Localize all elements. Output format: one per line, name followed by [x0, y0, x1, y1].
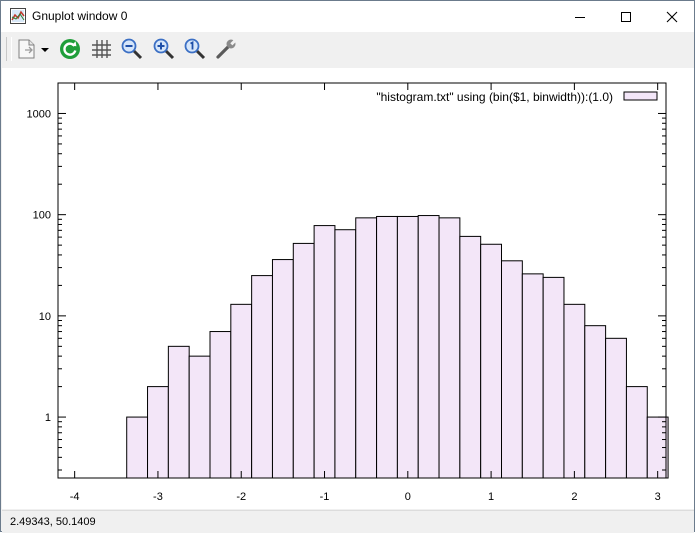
- histogram-bar: [188, 355, 211, 479]
- copy-export-icon: [18, 39, 35, 59]
- histogram-bar: [376, 215, 398, 479]
- export-dropdown-button[interactable]: [39, 36, 51, 62]
- replot-button[interactable]: [58, 36, 82, 62]
- histogram-bar: [417, 215, 440, 479]
- maximize-icon: [621, 12, 631, 22]
- histogram-bar: [209, 331, 232, 479]
- status-bar: 2.49343, 50.1409: [2, 510, 694, 533]
- x-tick-label: -1: [320, 491, 330, 503]
- window-title: Gnuplot window 0: [32, 9, 128, 23]
- toolbar: [1, 32, 694, 66]
- x-tick-label: 2: [571, 491, 577, 503]
- x-tick-label: -3: [153, 491, 163, 503]
- histogram-bar: [292, 242, 315, 479]
- histogram-bar: [480, 243, 503, 479]
- x-tick-label: 1: [488, 491, 494, 503]
- histogram-bar: [126, 416, 149, 479]
- zoom-in-button[interactable]: [152, 36, 176, 62]
- minimize-button[interactable]: [557, 1, 603, 32]
- minimize-icon: [575, 17, 585, 18]
- histogram-bar: [230, 303, 253, 479]
- x-tick-label: -2: [236, 491, 246, 503]
- options-wrench-icon: [216, 39, 237, 59]
- histogram-bars: [126, 215, 669, 479]
- histogram-bar: [584, 325, 607, 479]
- histogram-bar: [167, 345, 190, 479]
- legend-label: "histogram.txt" using (bin($1, binwidth)…: [376, 90, 613, 104]
- gnuplot-app-icon: [10, 8, 26, 24]
- maximize-button[interactable]: [603, 1, 649, 32]
- zoom-in-icon: [153, 38, 175, 60]
- histogram-bar: [501, 260, 523, 479]
- x-tick-label: -4: [70, 491, 80, 503]
- y-tick-label: 100: [33, 210, 51, 222]
- x-tick-label: 3: [655, 491, 661, 503]
- mouse-coordinates-readout: 2.49343, 50.1409: [10, 516, 96, 528]
- y-axis: 1 10 100 1000: [27, 82, 666, 471]
- histogram-bar: [147, 386, 169, 479]
- legend: "histogram.txt" using (bin($1, binwidth)…: [376, 90, 658, 104]
- zoom-out-icon: [121, 38, 143, 60]
- histogram-bar: [334, 229, 357, 479]
- options-button[interactable]: [214, 36, 238, 62]
- copy-export-button[interactable]: [15, 36, 39, 62]
- close-icon: [666, 11, 678, 23]
- histogram-bar: [542, 276, 565, 479]
- histogram-bar: [563, 303, 586, 479]
- histogram-bar: [355, 217, 378, 479]
- close-button[interactable]: [649, 1, 695, 32]
- title-bar[interactable]: Gnuplot window 0: [1, 1, 694, 32]
- histogram-bar: [313, 225, 336, 479]
- zoom-reset-icon: [184, 38, 206, 60]
- y-tick-label: 1: [45, 412, 51, 424]
- histogram-bar: [625, 386, 648, 479]
- y-tick-label: 1000: [27, 108, 51, 120]
- x-axis: -4 -3 -2 -1 0 1 2 3: [70, 83, 661, 503]
- x-tick-label: 0: [405, 491, 411, 503]
- grid-button[interactable]: [89, 36, 113, 62]
- zoom-reset-button[interactable]: [183, 36, 207, 62]
- histogram-bar: [271, 259, 294, 479]
- legend-key-swatch: [623, 91, 658, 101]
- histogram-bar: [396, 215, 419, 479]
- plot-area[interactable]: 1 10 100 1000 -4 -3 -2 -1 0 1 2 3 "histogram.txt" …: [2, 68, 694, 509]
- histogram-bar: [605, 337, 627, 479]
- replot-icon: [60, 39, 80, 59]
- histogram-bar: [459, 235, 482, 479]
- grid-icon: [92, 40, 111, 58]
- histogram-bar: [251, 275, 273, 479]
- dropdown-arrow-icon: [41, 48, 49, 52]
- histogram-chart[interactable]: 1 10 100 1000 -4 -3 -2 -1 0 1 2 3 "histogram.txt" …: [2, 68, 694, 509]
- toolbar-grip[interactable]: [6, 37, 12, 61]
- plot-border: [57, 82, 667, 479]
- y-tick-label: 10: [39, 311, 51, 323]
- histogram-bar: [438, 217, 461, 479]
- histogram-bar: [521, 273, 544, 479]
- zoom-out-button[interactable]: [120, 36, 144, 62]
